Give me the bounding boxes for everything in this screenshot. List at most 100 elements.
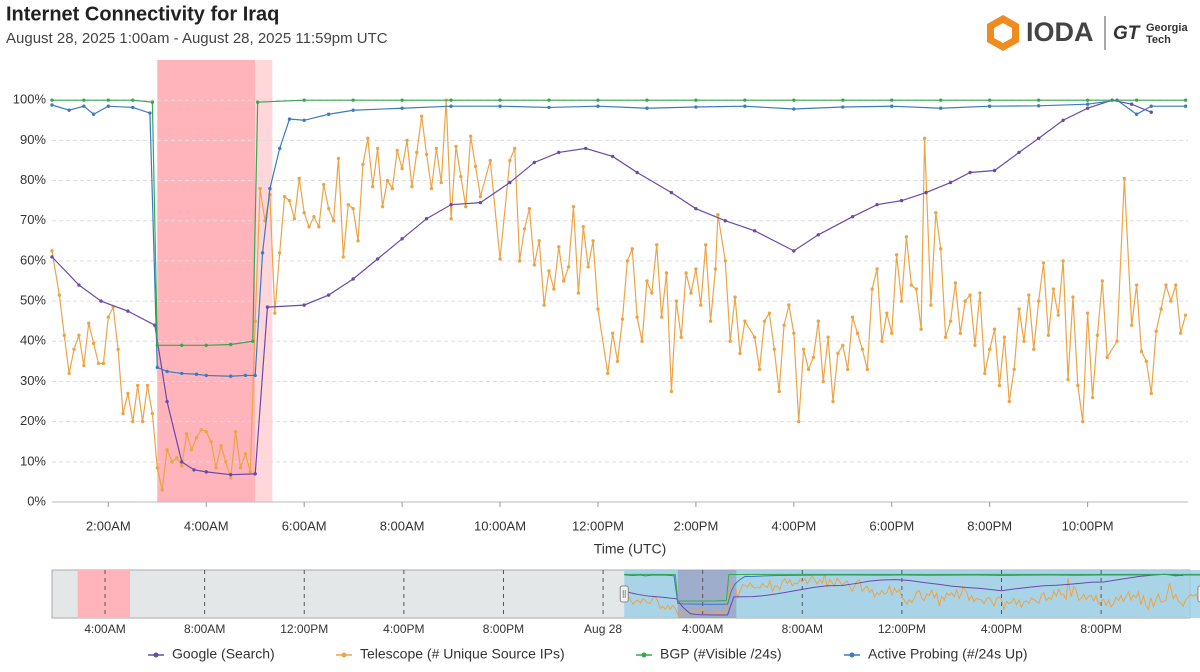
- y-tick-label: 40%: [20, 333, 46, 348]
- data-point: [1178, 331, 1183, 335]
- data-point: [209, 440, 213, 444]
- data-point: [101, 361, 106, 366]
- data-point: [1081, 419, 1085, 424]
- data-point: [777, 389, 781, 394]
- navigator-highlight: [77, 570, 130, 618]
- data-point: [400, 98, 404, 102]
- data-point: [1027, 293, 1031, 297]
- data-point: [1036, 98, 1041, 102]
- data-point: [841, 98, 845, 102]
- data-point: [148, 111, 152, 115]
- data-point: [527, 206, 532, 211]
- y-tick-label: 80%: [20, 172, 46, 187]
- data-point: [464, 204, 468, 209]
- data-point: [1017, 150, 1021, 155]
- data-point: [909, 283, 914, 287]
- data-point: [434, 146, 439, 151]
- data-point: [584, 146, 588, 151]
- data-point: [150, 100, 155, 104]
- data-point: [596, 98, 600, 102]
- navigator-selection: [624, 570, 1200, 618]
- x-tick-label: 12:00PM: [572, 518, 624, 533]
- data-point: [1036, 104, 1041, 108]
- legend-item[interactable]: BGP (#Visible /24s): [636, 646, 782, 662]
- data-point: [547, 269, 551, 273]
- data-point: [77, 283, 81, 287]
- data-point: [728, 339, 732, 343]
- data-point: [229, 342, 233, 347]
- data-point: [116, 347, 120, 352]
- data-point: [390, 186, 395, 191]
- data-point: [302, 210, 306, 215]
- data-point: [664, 271, 669, 275]
- legend-dot: [849, 652, 855, 658]
- data-point: [557, 245, 561, 249]
- data-point: [983, 371, 987, 376]
- data-point: [596, 307, 600, 311]
- data-point: [1007, 399, 1011, 404]
- data-point: [361, 162, 365, 167]
- data-point: [1061, 259, 1065, 263]
- data-point: [302, 98, 306, 102]
- data-point: [165, 399, 169, 404]
- data-point: [77, 333, 81, 337]
- data-point: [155, 466, 159, 470]
- data-point: [317, 225, 321, 229]
- data-point: [405, 138, 409, 143]
- x-tick-label: 2:00AM: [86, 518, 131, 533]
- data-point: [547, 105, 551, 110]
- data-point: [713, 267, 718, 271]
- data-point: [140, 419, 145, 424]
- data-point: [454, 144, 458, 149]
- data-point: [743, 98, 747, 102]
- data-point: [792, 98, 796, 102]
- legend-item[interactable]: Active Probing (#/24s Up): [844, 646, 1028, 662]
- data-point: [277, 251, 282, 255]
- data-point: [155, 343, 159, 347]
- data-point: [635, 170, 639, 175]
- data-point: [375, 146, 380, 151]
- data-point: [50, 255, 54, 259]
- data-point: [67, 371, 71, 376]
- data-point: [522, 227, 527, 231]
- data-point: [953, 281, 958, 285]
- data-point: [82, 363, 86, 368]
- data-point: [106, 104, 111, 108]
- data-point: [1036, 136, 1041, 141]
- data-point: [978, 291, 982, 295]
- data-point: [939, 247, 943, 251]
- x-tick-label: 8:00PM: [967, 518, 1012, 533]
- data-point: [1183, 313, 1188, 317]
- data-point: [1129, 323, 1134, 327]
- legend-label: Active Probing (#/24s Up): [868, 646, 1028, 662]
- data-point: [346, 202, 350, 207]
- data-point: [121, 411, 125, 416]
- data-point: [229, 374, 233, 378]
- legend-item[interactable]: Telescope (# Unique Source IPs): [336, 646, 565, 662]
- data-point: [478, 200, 483, 205]
- data-point: [273, 311, 277, 315]
- data-point: [620, 317, 625, 321]
- data-point: [875, 202, 879, 207]
- data-point: [91, 112, 96, 116]
- legend-dot: [341, 652, 347, 658]
- data-point: [204, 429, 208, 434]
- legend-item[interactable]: Google (Search): [148, 646, 275, 662]
- chart-subtitle: August 28, 2025 1:00am - August 28, 2025…: [6, 30, 388, 47]
- data-point: [1122, 176, 1127, 181]
- y-tick-label: 0%: [27, 493, 46, 508]
- data-point: [890, 98, 894, 102]
- data-point: [170, 460, 174, 464]
- data-point: [865, 367, 869, 372]
- data-point: [1100, 279, 1105, 283]
- data-point: [860, 347, 865, 352]
- data-point: [645, 279, 649, 283]
- data-point: [1129, 102, 1134, 106]
- y-tick-label: 100%: [13, 92, 47, 107]
- data-point: [302, 118, 306, 122]
- data-point: [165, 369, 169, 374]
- data-point: [1041, 261, 1046, 265]
- data-point: [204, 470, 208, 474]
- x-tick-label: 2:00PM: [673, 518, 718, 533]
